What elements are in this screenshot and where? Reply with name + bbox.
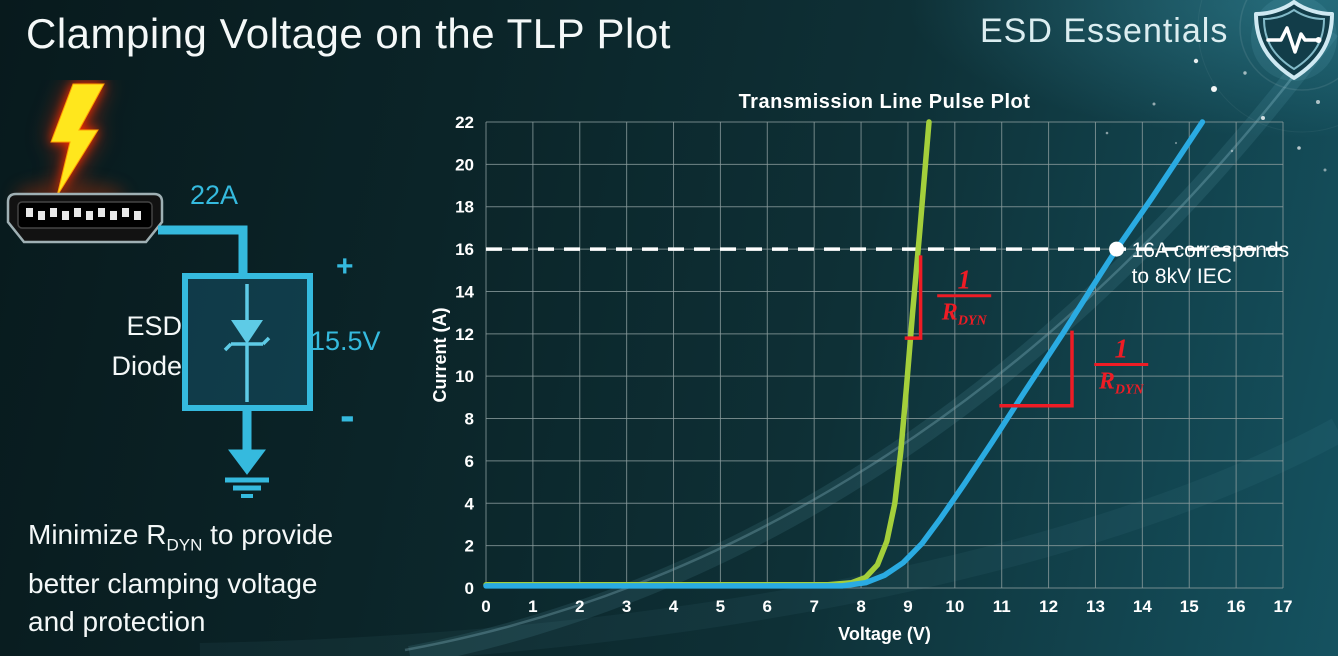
page-title: Clamping Voltage on the TLP Plot <box>26 10 671 57</box>
sparkle-dot <box>1152 102 1156 106</box>
y-tick-label: 8 <box>465 410 474 429</box>
ground-symbol <box>225 408 269 498</box>
rdyn-fraction-label: 1 RDYN <box>1094 334 1149 398</box>
chart-title: Transmission Line Pulse Plot <box>739 91 1031 113</box>
rdyn-subscript: DYN <box>166 535 203 555</box>
x-tick-label: 6 <box>763 597 772 616</box>
x-tick-label: 16 <box>1227 597 1246 616</box>
x-tick-label: 8 <box>856 597 865 616</box>
lightning-bolt-icon <box>50 83 105 197</box>
logo-halo-ring <box>1239 0 1338 91</box>
rdyn-fraction-label: 1 RDYN <box>937 265 992 329</box>
rdyn-fraction-numerator: 1 <box>1115 334 1129 364</box>
device-label: ESD Diode <box>96 306 182 386</box>
surge-current-label: 22A <box>190 180 239 210</box>
y-axis-label: Current (A) <box>430 308 450 403</box>
y-tick-label: 20 <box>455 155 474 174</box>
shield-pulse-icon <box>1251 0 1337 81</box>
rdyn-fraction-denominator-sub: DYN <box>1114 383 1145 398</box>
x-tick-label: 10 <box>945 597 964 616</box>
y-tick-label: 4 <box>465 494 475 513</box>
background-swoosh-wide <box>408 23 1338 656</box>
rdyn-slope-mark <box>904 255 923 340</box>
y-tick-label: 0 <box>465 579 474 598</box>
background-swoosh-lower <box>199 418 1338 656</box>
clamp-voltage-label: 15.5V <box>310 326 381 356</box>
y-tick-label: 18 <box>455 198 474 217</box>
iec-marker-dot <box>1109 241 1125 257</box>
tlp-chart: 0 1 2 3 4 5 6 7 8 9 10 11 12 13 14 15 16 1702468101214161… <box>430 91 1293 644</box>
x-tick-label: 9 <box>903 597 912 616</box>
y-tick-label: 6 <box>465 452 474 471</box>
y-tick-label: 12 <box>455 325 474 344</box>
x-tick-label: 1 <box>528 597 537 616</box>
sparkle-dot <box>1243 71 1247 75</box>
y-tick-label: 14 <box>455 282 474 301</box>
plus-label: + <box>336 250 354 283</box>
device-label-line1: ESD <box>126 311 182 341</box>
takeaway-line2: better clamping voltage <box>28 567 318 599</box>
tvs-diode-symbol <box>223 284 271 402</box>
x-tick-label: 12 <box>1039 597 1058 616</box>
y-tick-label: 22 <box>455 113 474 132</box>
sparkle-dot <box>1174 141 1178 145</box>
x-tick-label: 15 <box>1180 597 1199 616</box>
iec-marker-label-line2: to 8kV IEC <box>1132 265 1232 288</box>
sparkle-dot <box>1323 168 1327 172</box>
brand-name: ESD Essentials <box>980 12 1229 50</box>
y-tick-label: 10 <box>455 367 474 386</box>
esd-circuit-diagram <box>6 83 313 498</box>
takeaway-line1-post: to provide <box>202 519 334 550</box>
takeaway-text: Minimize RDYN to provide better clamping… <box>28 516 333 641</box>
device-label-line2: Diode <box>111 351 182 381</box>
y-tick-label: 2 <box>465 537 474 556</box>
x-tick-label: 7 <box>809 597 818 616</box>
x-tick-label: 2 <box>575 597 584 616</box>
x-tick-label: 13 <box>1086 597 1105 616</box>
takeaway-line1-pre: Minimize R <box>28 519 167 550</box>
sparkle-dots <box>1105 49 1327 172</box>
takeaway-line3: and protection <box>28 605 206 637</box>
rdyn-fraction-denominator: RDYN <box>941 300 988 329</box>
shield-inner-outline <box>1262 8 1326 71</box>
sparkle-dot <box>1105 131 1109 135</box>
x-tick-label: 3 <box>622 597 631 616</box>
green-curve <box>483 119 932 588</box>
sparkle-dot <box>1297 146 1301 150</box>
sparkle-dot <box>1230 149 1234 153</box>
x-axis-label: Voltage (V) <box>838 624 931 644</box>
pulse-end-dot <box>1315 37 1322 43</box>
x-tick-label: 4 <box>669 597 679 616</box>
hdmi-connector-icon <box>6 192 164 244</box>
iec-marker-label-line1: 16A corresponds <box>1132 239 1290 262</box>
x-tick-label: 17 <box>1274 597 1293 616</box>
rdyn-fraction-denominator: RDYN <box>1098 369 1145 398</box>
minus-label: - <box>340 391 355 440</box>
background-swoosh-line <box>404 25 1334 652</box>
connector-pins <box>26 208 141 220</box>
shield-outline <box>1254 0 1334 80</box>
x-tick-label: 14 <box>1133 597 1152 616</box>
rdyn-slope-mark <box>999 330 1074 408</box>
sparkle-dot <box>1193 58 1199 64</box>
sparkle-dot <box>1316 100 1320 104</box>
rdyn-fraction-denominator-sub: DYN <box>957 314 988 329</box>
x-tick-label: 5 <box>716 597 725 616</box>
takeaway-line1: Minimize RDYN to provide <box>28 516 333 565</box>
blue-curve <box>483 119 1206 589</box>
x-tick-label: 0 <box>481 597 490 616</box>
x-tick-label: 11 <box>993 597 1011 616</box>
pulse-line-icon <box>1266 26 1320 54</box>
logo-halo-ring-outer <box>1197 0 1338 133</box>
surge-wire <box>158 225 248 276</box>
sparkle-dot <box>1261 116 1265 120</box>
y-tick-label: 16 <box>455 240 474 259</box>
rdyn-fraction-numerator: 1 <box>957 265 971 295</box>
sparkle-dot <box>1211 86 1217 92</box>
